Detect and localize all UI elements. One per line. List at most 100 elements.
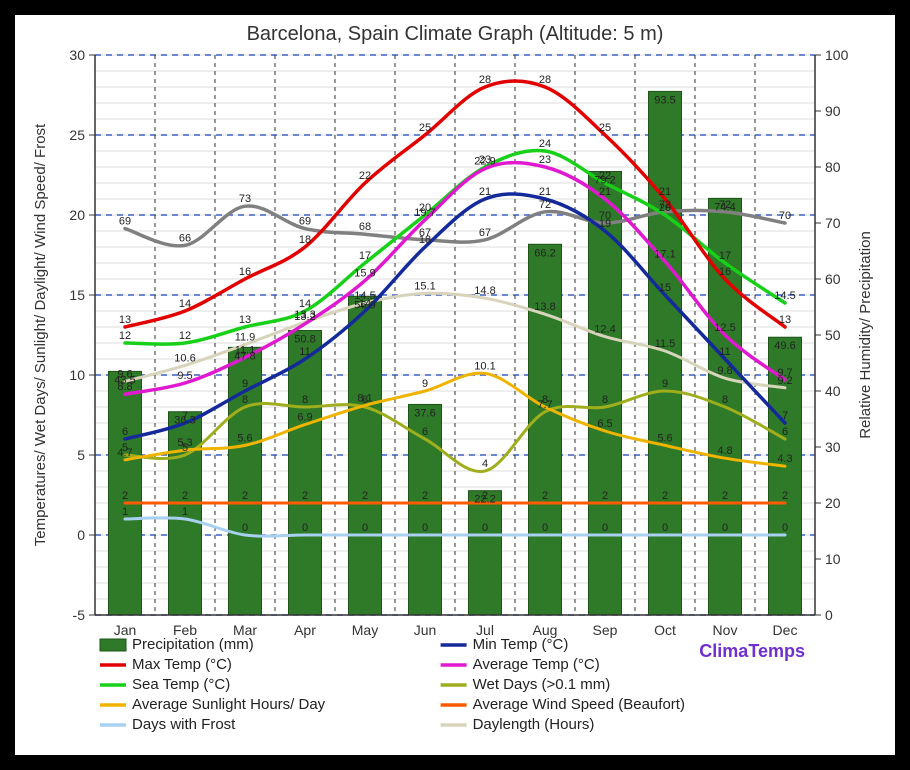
value-label: 2 — [782, 490, 788, 502]
value-label: 28 — [539, 74, 551, 86]
value-label: 67 — [419, 227, 431, 239]
value-label: 70 — [599, 210, 611, 222]
value-label: 0 — [242, 522, 248, 534]
value-label: 23 — [539, 154, 551, 166]
legend-label: Max Temp (°C) — [132, 656, 232, 673]
value-label: 8 — [602, 394, 608, 406]
ytick-left: 20 — [69, 207, 85, 223]
value-label: 9.5 — [177, 370, 192, 382]
value-label: 5.3 — [177, 437, 192, 449]
ytick-left: 10 — [69, 367, 85, 383]
precipitation-bar — [469, 491, 502, 615]
value-label: 2 — [302, 490, 308, 502]
value-label: 8.8 — [117, 381, 132, 393]
value-label: 15.9 — [354, 268, 375, 280]
value-label: 0 — [422, 522, 428, 534]
value-label: 20 — [419, 202, 431, 214]
value-label: 0 — [482, 522, 488, 534]
value-label: 14 — [179, 298, 191, 310]
legend-label: Min Temp (°C) — [473, 636, 569, 653]
value-label: 14 — [299, 298, 311, 310]
value-label: 11.9 — [235, 332, 256, 344]
value-label: 18 — [299, 234, 311, 246]
outer-frame: { "title": "Barcelona, Spain Climate Gra… — [0, 0, 910, 770]
value-label: 37.6 — [414, 407, 435, 419]
legend-label: Days with Frost — [132, 716, 236, 733]
value-label: 21 — [659, 186, 671, 198]
ytick-right: 40 — [825, 383, 841, 399]
value-label: 66.2 — [534, 247, 555, 259]
ytick-left: 15 — [69, 287, 85, 303]
value-label: 17 — [719, 250, 731, 262]
value-label: 2 — [242, 490, 248, 502]
value-label: 2 — [422, 490, 428, 502]
value-label: 10.1 — [474, 360, 495, 372]
ytick-right: 70 — [825, 215, 841, 231]
ytick-right: 0 — [825, 607, 833, 623]
value-label: 1 — [182, 506, 188, 518]
value-label: 8 — [242, 394, 248, 406]
ytick-left: 30 — [69, 47, 85, 63]
value-label: 67 — [479, 227, 491, 239]
value-label: 21 — [599, 186, 611, 198]
month-label: Sep — [593, 622, 618, 638]
value-label: 72 — [659, 199, 671, 211]
value-label: 14.8 — [474, 285, 495, 297]
value-label: 25 — [599, 122, 611, 134]
ytick-left: -5 — [73, 607, 86, 623]
chart-title: Barcelona, Spain Climate Graph (Altitude… — [247, 23, 664, 45]
value-label: 0 — [722, 522, 728, 534]
value-label: 11 — [719, 346, 730, 358]
value-label: 2 — [182, 490, 188, 502]
value-label: 14.5 — [774, 290, 795, 302]
value-label: 8.1 — [357, 392, 372, 404]
y-right-label: Relative Humidity/ Precipitation — [857, 231, 874, 439]
chart-panel: { "title": "Barcelona, Spain Climate Gra… — [15, 15, 895, 755]
value-label: 49.6 — [774, 340, 795, 352]
value-label: 1 — [122, 506, 128, 518]
value-label: 2 — [602, 490, 608, 502]
value-label: 0 — [302, 522, 308, 534]
value-label: 2 — [542, 490, 548, 502]
month-label: May — [352, 622, 378, 638]
value-label: 5.6 — [657, 432, 672, 444]
legend-label: Average Wind Speed (Beaufort) — [473, 696, 685, 713]
legend-swatch — [100, 639, 126, 651]
value-label: 9.6 — [117, 368, 132, 380]
value-label: 13 — [779, 314, 791, 326]
ytick-left: 25 — [69, 127, 85, 143]
value-label: 7 — [782, 410, 788, 422]
value-label: 73 — [239, 193, 251, 205]
month-label: Dec — [773, 622, 798, 638]
value-label: 2 — [482, 490, 488, 502]
value-label: 11.5 — [655, 338, 676, 350]
value-label: 11.1 — [235, 344, 256, 356]
ytick-right: 100 — [825, 47, 849, 63]
legend-label: Average Sunlight Hours/ Day — [132, 696, 326, 713]
value-label: 8 — [542, 394, 548, 406]
value-label: 14.5 — [354, 290, 375, 302]
y-left-label: Temperatures/ Wet Days/ Sunlight/ Daylig… — [32, 123, 49, 546]
legend-label: Wet Days (>0.1 mm) — [473, 676, 611, 693]
legend-label: Daylength (Hours) — [473, 716, 595, 733]
value-label: 68 — [359, 221, 371, 233]
ytick-right: 90 — [825, 103, 841, 119]
value-label: 16 — [239, 266, 251, 278]
value-label: 13 — [239, 314, 251, 326]
value-label: 0 — [542, 522, 548, 534]
value-label: 28 — [479, 74, 491, 86]
climate-chart: 43.536.347.850.856.937.622.266.279.293.5… — [15, 15, 895, 755]
ytick-left: 0 — [77, 527, 85, 543]
precipitation-bar — [529, 244, 562, 615]
value-label: 25 — [419, 122, 431, 134]
ytick-left: 5 — [77, 447, 85, 463]
value-label: 10.6 — [174, 352, 195, 364]
ytick-right: 30 — [825, 439, 841, 455]
value-label: 9 — [422, 378, 428, 390]
value-label: 8 — [302, 394, 308, 406]
legend-label: Sea Temp (°C) — [132, 676, 230, 693]
value-label: 0 — [662, 522, 668, 534]
value-label: 69 — [299, 216, 311, 228]
value-label: 17.1 — [654, 248, 675, 260]
value-label: 0 — [362, 522, 368, 534]
